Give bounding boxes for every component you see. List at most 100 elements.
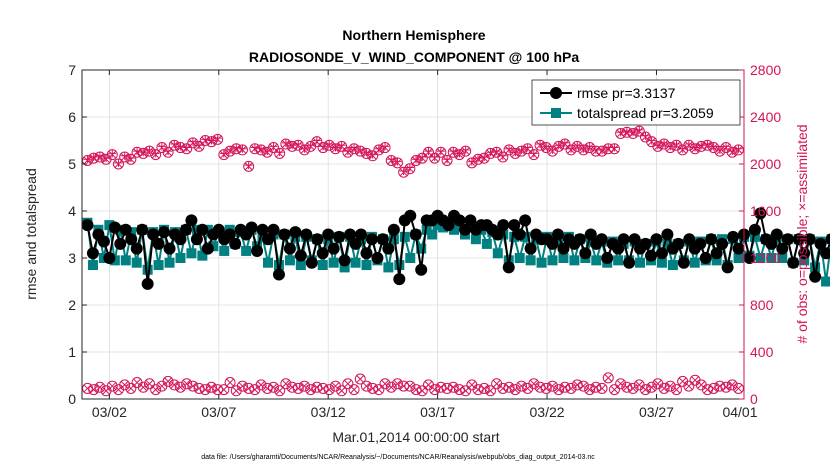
obs-assimilated-marker: [436, 147, 445, 156]
obs-assimilated-marker: [250, 143, 259, 152]
obs-assimilated-marker: [728, 147, 737, 156]
obs-possible-marker: [280, 378, 292, 390]
rmse-point: [322, 228, 335, 241]
obs-assimilated-marker: [480, 152, 489, 161]
obs-assimilated-marker: [511, 148, 520, 157]
rmse-point: [677, 256, 690, 269]
obs-assimilated-marker: [182, 143, 191, 152]
rmse-point: [458, 223, 471, 236]
totalspread-point: [536, 257, 547, 268]
obs-possible-cross: [641, 385, 650, 394]
rmse-point: [573, 233, 586, 246]
rmse-point: [212, 223, 225, 236]
rmse-point: [442, 219, 455, 232]
rmse-point: [119, 223, 132, 236]
obs-assimilated-marker: [213, 134, 222, 143]
obs-possible-marker: [360, 380, 372, 392]
obs-assimilated-marker: [678, 144, 687, 153]
totalspread-point: [432, 220, 443, 231]
rmse-point: [158, 226, 171, 239]
obs-assimilated-marker: [343, 147, 352, 156]
obs-assimilated-marker: [734, 144, 743, 153]
obs-assimilated-marker: [684, 140, 693, 149]
obs-possible-cross: [350, 385, 358, 394]
obs-possible-cross: [567, 384, 575, 393]
obs-possible-cross: [151, 385, 160, 394]
obs-possible-cross: [387, 383, 396, 392]
obs-assimilated-marker: [201, 135, 210, 144]
obs-possible-marker: [639, 384, 651, 396]
totalspread-point: [711, 255, 722, 266]
rmse-point: [584, 228, 597, 241]
obs-assimilated-marker: [263, 147, 272, 156]
obs-possible-marker: [150, 384, 162, 396]
obs-assimilated-marker: [387, 155, 396, 164]
y-tick-label-right: 400: [750, 344, 774, 360]
obs-possible-cross: [282, 379, 290, 388]
obs-possible-cross: [164, 377, 172, 386]
rmse-point: [628, 233, 641, 246]
rmse-point: [513, 228, 526, 241]
rmse-point: [617, 233, 630, 246]
legend-rmse-marker: [550, 87, 562, 99]
obs-possible-cross: [480, 384, 489, 393]
obs-possible-marker: [683, 380, 695, 392]
totalspread-point: [569, 255, 580, 266]
obs-possible-cross: [697, 381, 706, 389]
totalspread-point: [656, 257, 667, 268]
obs-possible-marker: [162, 375, 174, 387]
obs-possible-cross: [722, 383, 730, 392]
obs-possible-marker: [416, 385, 428, 397]
obs-series: [81, 125, 744, 397]
rmse-point: [798, 247, 811, 260]
obs-possible-cross: [257, 381, 265, 389]
obs-possible-marker: [584, 384, 596, 396]
obs-assimilated-marker: [548, 145, 557, 154]
totalspread-point: [591, 255, 602, 266]
obs-possible-cross: [468, 381, 476, 389]
rmse-point: [809, 270, 822, 283]
rmse-point: [196, 223, 209, 236]
obs-assimilated-marker: [666, 142, 675, 151]
obs-assimilated-marker: [467, 157, 476, 166]
x-tick-label: 03/12: [311, 404, 346, 420]
totalspread-point: [87, 260, 98, 271]
rmse-point: [409, 228, 422, 241]
obs-assimilated-marker: [560, 138, 569, 147]
obs-possible-cross: [133, 378, 141, 387]
rmse-point: [453, 214, 466, 227]
obs-possible-cross: [337, 386, 346, 395]
obs-possible-cross: [300, 382, 309, 390]
rmse-point: [716, 237, 729, 250]
totalspread-point: [197, 250, 208, 261]
obs-possible-cross: [108, 382, 117, 390]
rmse-point: [694, 237, 707, 250]
rmse-point: [644, 249, 657, 262]
totalspread-point: [821, 276, 830, 287]
totalspread-point: [667, 260, 678, 271]
rmse-point: [551, 228, 564, 241]
obs-assimilated-marker: [703, 140, 712, 149]
obs-possible-cross: [554, 385, 563, 394]
obs-possible-marker: [447, 381, 459, 393]
obs-possible-cross: [89, 385, 98, 394]
rmse-point: [754, 207, 767, 220]
obs-possible-cross: [579, 382, 588, 390]
rmse-point: [147, 228, 160, 241]
y-tick-label-left: 1: [68, 344, 76, 360]
legend-spread-marker: [551, 108, 561, 118]
obs-assimilated-marker: [226, 145, 235, 154]
rmse-point: [245, 221, 258, 234]
rmse-point: [502, 261, 515, 274]
obs-possible-cross: [189, 382, 197, 390]
obs-assimilated-marker: [722, 142, 731, 151]
obs-possible-marker: [385, 381, 397, 393]
obs-assimilated-marker: [424, 147, 433, 156]
rmse-point: [371, 252, 384, 264]
rmse-point: [251, 244, 264, 257]
rmse-point: [136, 223, 149, 236]
totalspread-point: [131, 257, 142, 268]
rmse-point: [365, 233, 378, 246]
obs-assimilated-marker: [145, 145, 154, 154]
obs-possible-marker: [627, 382, 639, 394]
